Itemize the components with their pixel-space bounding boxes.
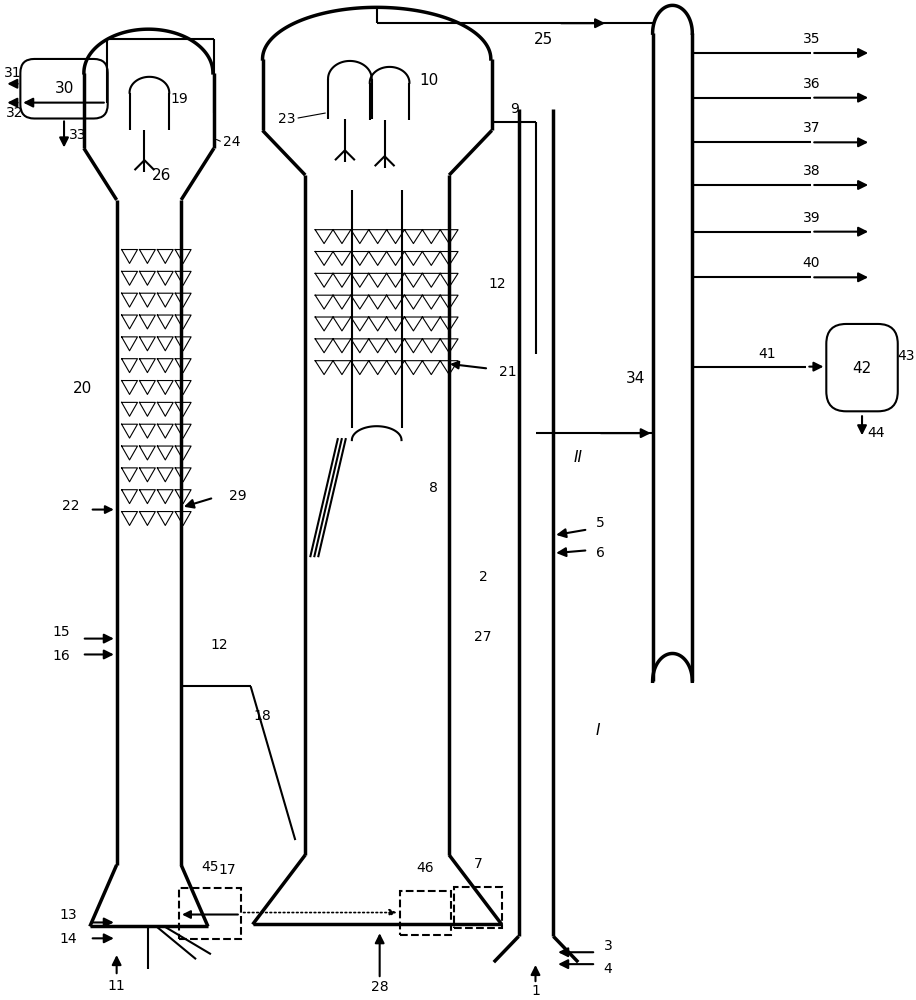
Text: 15: 15: [52, 625, 70, 639]
Text: 13: 13: [60, 908, 77, 922]
Text: 14: 14: [60, 932, 77, 946]
Text: 9: 9: [510, 102, 519, 116]
Text: 18: 18: [254, 709, 271, 723]
Text: 46: 46: [417, 861, 434, 875]
Text: 45: 45: [202, 860, 219, 874]
Bar: [454, 887, 502, 928]
Text: 33: 33: [70, 128, 87, 142]
Text: 44: 44: [867, 426, 885, 440]
Text: 3: 3: [604, 939, 612, 953]
Text: 4: 4: [604, 962, 612, 976]
Text: 6: 6: [595, 546, 605, 560]
Text: 41: 41: [758, 347, 776, 361]
Text: 32: 32: [5, 106, 23, 120]
Text: 22: 22: [62, 499, 80, 513]
Text: 42: 42: [853, 361, 872, 376]
Text: 8: 8: [430, 481, 438, 495]
Text: 21: 21: [499, 365, 517, 379]
Text: 37: 37: [802, 121, 820, 135]
Text: 34: 34: [627, 371, 646, 386]
Text: 38: 38: [802, 164, 820, 178]
Text: 26: 26: [152, 168, 171, 183]
Text: 7: 7: [474, 857, 483, 871]
Text: 28: 28: [371, 980, 388, 994]
Text: I: I: [595, 723, 600, 738]
Text: 30: 30: [54, 81, 73, 96]
Text: 11: 11: [108, 979, 125, 993]
Text: 20: 20: [72, 381, 92, 396]
Text: 10: 10: [420, 73, 439, 88]
Text: 24: 24: [223, 135, 240, 149]
Text: 27: 27: [474, 630, 492, 644]
Text: 43: 43: [897, 349, 914, 363]
Text: 31: 31: [4, 66, 21, 80]
Text: 19: 19: [170, 92, 188, 106]
Text: 36: 36: [802, 77, 820, 91]
Bar: [180, 888, 241, 939]
Text: 25: 25: [534, 32, 553, 47]
Text: 5: 5: [595, 516, 605, 530]
Text: 40: 40: [802, 256, 820, 270]
Text: 2: 2: [479, 570, 487, 584]
FancyBboxPatch shape: [826, 324, 898, 411]
Text: 29: 29: [229, 489, 246, 503]
FancyBboxPatch shape: [20, 59, 108, 119]
Text: 17: 17: [219, 863, 236, 877]
Text: 12: 12: [211, 638, 229, 652]
Text: 1: 1: [531, 984, 540, 998]
Bar: [399, 891, 451, 935]
Text: II: II: [573, 450, 583, 465]
Text: 35: 35: [802, 32, 820, 46]
Text: 12: 12: [489, 277, 507, 291]
Text: 16: 16: [52, 649, 70, 663]
Text: 23: 23: [278, 112, 295, 126]
Text: 39: 39: [802, 211, 820, 225]
